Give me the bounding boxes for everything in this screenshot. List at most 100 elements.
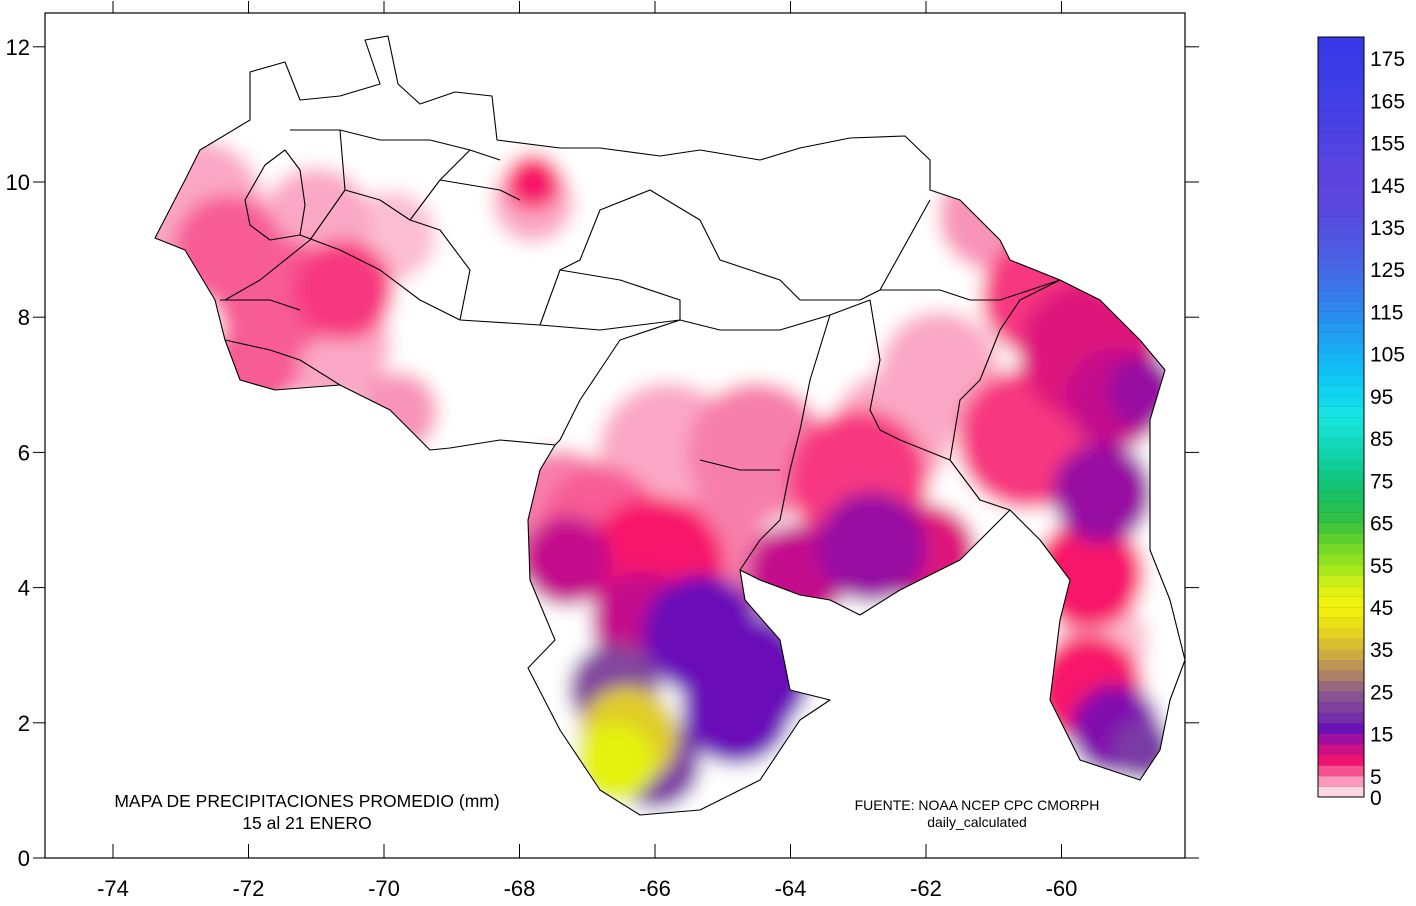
x-tick-label: -60 bbox=[1046, 876, 1078, 901]
colorbar-band bbox=[1318, 659, 1364, 671]
colorbar-band bbox=[1318, 153, 1364, 164]
colorbar-band bbox=[1318, 501, 1364, 513]
colorbar-band bbox=[1318, 395, 1364, 407]
colorbar-band bbox=[1318, 733, 1364, 745]
y-axis: 0 2 4 6 8 10 12 bbox=[6, 35, 1199, 871]
colorbar-band bbox=[1318, 786, 1364, 798]
colorbar-band bbox=[1318, 269, 1364, 281]
colorbar-band bbox=[1318, 195, 1364, 207]
colorbar-label: 135 bbox=[1370, 217, 1405, 240]
colorbar-band bbox=[1318, 459, 1364, 471]
map-title-line2: 15 al 21 ENERO bbox=[242, 813, 371, 833]
colorbar-band bbox=[1318, 607, 1364, 618]
colorbar-band bbox=[1318, 216, 1364, 228]
colorbar-label: 15 bbox=[1370, 724, 1393, 747]
x-tick-label: -66 bbox=[639, 876, 671, 901]
colorbar-band bbox=[1318, 364, 1364, 376]
colorbar-band bbox=[1318, 311, 1364, 323]
colorbar-label: 175 bbox=[1370, 48, 1405, 71]
colorbar-band bbox=[1318, 121, 1364, 133]
colorbar-band bbox=[1318, 448, 1364, 460]
colorbar-band bbox=[1318, 744, 1364, 756]
colorbar-label: 0 bbox=[1370, 787, 1382, 810]
colorbar-label: 105 bbox=[1370, 344, 1405, 367]
colorbar-band bbox=[1318, 680, 1364, 692]
colorbar-band bbox=[1318, 723, 1364, 734]
colorbar-label: 5 bbox=[1370, 766, 1382, 789]
colorbar-labels: 05 15 25 35 45 55 65 75 85 95 105 115 125 135 145 155 16… bbox=[1370, 48, 1405, 810]
colorbar-label: 95 bbox=[1370, 386, 1393, 409]
precip-cell bbox=[505, 154, 562, 210]
colorbar-band bbox=[1318, 290, 1364, 302]
y-tick-label: 6 bbox=[18, 440, 30, 465]
colorbar-band bbox=[1318, 110, 1364, 122]
colorbar-band bbox=[1318, 322, 1364, 333]
colorbar-band bbox=[1318, 237, 1364, 249]
colorbar-frame bbox=[1317, 36, 1365, 798]
x-tick-label: -70 bbox=[368, 876, 400, 901]
colorbar-label: 165 bbox=[1370, 90, 1405, 113]
colorbar-band bbox=[1318, 343, 1364, 354]
colorbar-label: 45 bbox=[1370, 597, 1393, 620]
colorbar-band bbox=[1318, 533, 1364, 544]
y-tick-label: 10 bbox=[6, 170, 30, 195]
map-title-line1: MAPA DE PRECIPITACIONES PROMEDIO (mm) bbox=[114, 791, 499, 811]
colorbar-band bbox=[1318, 300, 1364, 312]
y-tick-label: 0 bbox=[18, 846, 30, 871]
internal-divisions bbox=[220, 129, 1061, 571]
colorbar-label: 115 bbox=[1370, 301, 1403, 324]
source-line1: FUENTE: NOAA NCEP CPC CMORPH bbox=[855, 797, 1100, 813]
colorbar-band bbox=[1318, 712, 1364, 724]
colorbar-band bbox=[1318, 617, 1364, 629]
colorbar-band bbox=[1318, 512, 1364, 523]
colorbar-band bbox=[1318, 649, 1364, 661]
colorbar-label: 75 bbox=[1370, 470, 1393, 493]
precip-cell bbox=[521, 515, 612, 606]
colorbar-band bbox=[1318, 47, 1364, 59]
y-tick-label: 8 bbox=[18, 305, 30, 330]
source-line2: daily_calculated bbox=[927, 814, 1027, 830]
colorbar-band bbox=[1318, 248, 1364, 259]
colorbar-band bbox=[1318, 37, 1364, 48]
colorbar-band bbox=[1318, 205, 1364, 217]
colorbar-band bbox=[1318, 174, 1364, 186]
colorbar-band bbox=[1318, 68, 1364, 80]
colorbar-label: 65 bbox=[1370, 513, 1393, 536]
colorbar-band bbox=[1318, 691, 1364, 703]
colorbar-band bbox=[1318, 79, 1364, 91]
colorbar-band bbox=[1318, 353, 1364, 365]
colorbar-band bbox=[1318, 670, 1364, 682]
colorbar-band bbox=[1318, 480, 1364, 492]
colorbar-label: 35 bbox=[1370, 639, 1393, 662]
colorbar-band bbox=[1318, 775, 1364, 787]
lake-outline bbox=[244, 149, 306, 241]
colorbar-band bbox=[1318, 754, 1364, 766]
colorbar-band bbox=[1318, 585, 1364, 597]
colorbar-band bbox=[1318, 596, 1364, 608]
colorbar-band bbox=[1318, 638, 1364, 650]
colorbar-band bbox=[1318, 227, 1364, 238]
colorbar-label: 125 bbox=[1370, 259, 1405, 282]
colorbar-band bbox=[1318, 438, 1364, 449]
y-tick-label: 12 bbox=[6, 35, 30, 60]
colorbar-label: 145 bbox=[1370, 175, 1405, 198]
precip-cell bbox=[293, 240, 394, 341]
colorbar-band bbox=[1318, 406, 1364, 418]
colorbar-band bbox=[1318, 554, 1364, 566]
colorbar-label: 85 bbox=[1370, 428, 1393, 451]
precip-cell bbox=[681, 654, 792, 765]
colorbar-band bbox=[1318, 490, 1364, 502]
colorbar-band bbox=[1318, 628, 1364, 639]
colorbar-label: 155 bbox=[1370, 133, 1405, 156]
colorbar-band bbox=[1318, 765, 1364, 777]
colorbar-band bbox=[1318, 575, 1364, 587]
colorbar-label: 25 bbox=[1370, 681, 1393, 704]
x-tick-label: -74 bbox=[97, 876, 129, 901]
colorbar-band bbox=[1318, 163, 1364, 175]
colorbar-band bbox=[1318, 522, 1364, 534]
y-tick-label: 2 bbox=[18, 711, 30, 736]
colorbar-band bbox=[1318, 279, 1364, 291]
state-boundaries bbox=[154, 35, 1186, 816]
x-axis: -74 -72 -70 -68 -66 -64 -62 -60 bbox=[97, 1, 1077, 901]
colorbar-band bbox=[1318, 258, 1364, 270]
